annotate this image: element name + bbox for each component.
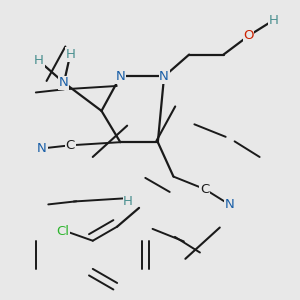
Text: N: N: [225, 198, 235, 211]
Text: O: O: [243, 29, 254, 42]
Text: Cl: Cl: [56, 225, 70, 238]
Text: H: H: [34, 54, 44, 67]
Text: H: H: [65, 48, 75, 61]
Text: C: C: [66, 139, 75, 152]
Text: C: C: [200, 183, 209, 196]
Text: H: H: [268, 14, 278, 27]
Text: H: H: [123, 195, 133, 208]
Text: N: N: [159, 70, 169, 83]
Text: N: N: [116, 70, 125, 83]
Text: N: N: [59, 76, 69, 89]
Text: N: N: [37, 142, 47, 155]
